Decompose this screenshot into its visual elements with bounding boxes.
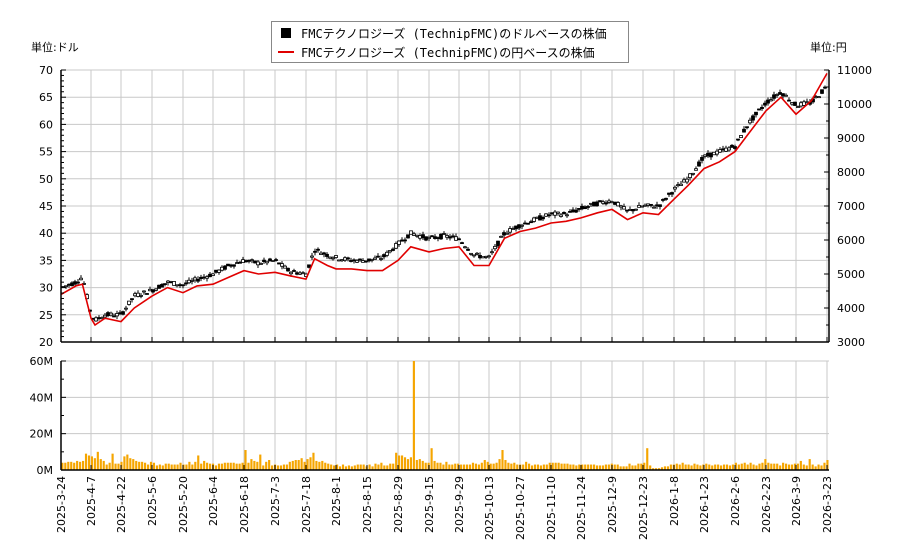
svg-text:2025-6-4: 2025-6-4 — [207, 476, 220, 526]
chart-legend: FMCテクノロジーズ (TechnipFMC)のドルベースの株価 FMCテクノロ… — [271, 21, 629, 63]
svg-text:50: 50 — [39, 173, 53, 186]
svg-text:2025-9-15: 2025-9-15 — [423, 476, 436, 533]
legend-item-usd: FMCテクノロジーズ (TechnipFMC)のドルベースの株価 — [278, 24, 607, 42]
usd-candlesticks — [61, 85, 827, 322]
legend-usd-label: FMCテクノロジーズ (TechnipFMC)のドルベースの株価 — [301, 26, 607, 41]
svg-text:20: 20 — [39, 336, 53, 349]
svg-text:60: 60 — [39, 118, 53, 131]
volume-chart-grid — [60, 360, 829, 471]
left-axis-unit-label: 単位:ドル — [31, 41, 79, 54]
svg-text:2025-7-3: 2025-7-3 — [269, 476, 282, 526]
svg-text:70: 70 — [39, 64, 53, 77]
svg-text:55: 55 — [39, 146, 53, 159]
axis-tick-labels: 20 25 30 35 40 45 50 55 60 65 70 3000 4000 5000 6000 70… — [30, 64, 873, 540]
svg-text:2025-7-18: 2025-7-18 — [300, 476, 313, 533]
svg-text:8000: 8000 — [837, 166, 865, 179]
legend-jpy-label: FMCテクノロジーズ (TechnipFMC)の円ベースの株価 — [301, 45, 595, 60]
right-axis-unit-label: 単位:円 — [810, 41, 847, 54]
svg-text:25: 25 — [39, 309, 53, 322]
svg-text:7000: 7000 — [837, 200, 865, 213]
price-chart-grid — [60, 69, 829, 343]
svg-text:2025-5-6: 2025-5-6 — [146, 476, 159, 526]
svg-text:2025-12-23: 2025-12-23 — [637, 476, 650, 540]
svg-text:2026-3-23: 2026-3-23 — [821, 476, 834, 533]
svg-text:2025-8-15: 2025-8-15 — [361, 476, 374, 533]
black-square-icon — [281, 28, 291, 38]
svg-text:0M: 0M — [37, 464, 54, 477]
svg-text:2025-8-1: 2025-8-1 — [330, 476, 343, 526]
svg-text:20M: 20M — [30, 428, 54, 441]
svg-text:40: 40 — [39, 227, 53, 240]
svg-text:4000: 4000 — [837, 302, 865, 315]
svg-text:2025-6-18: 2025-6-18 — [238, 476, 251, 533]
svg-text:6000: 6000 — [837, 234, 865, 247]
jpy-price-line — [60, 73, 828, 327]
svg-text:9000: 9000 — [837, 132, 865, 145]
svg-text:2025-5-20: 2025-5-20 — [177, 476, 190, 533]
svg-text:2025-8-29: 2025-8-29 — [392, 476, 405, 533]
svg-text:10000: 10000 — [837, 98, 872, 111]
svg-text:2026-1-8: 2026-1-8 — [668, 476, 681, 526]
svg-text:2026-3-9: 2026-3-9 — [790, 476, 803, 526]
svg-text:35: 35 — [39, 254, 53, 267]
svg-text:2026-1-23: 2026-1-23 — [698, 476, 711, 533]
svg-text:45: 45 — [39, 200, 53, 213]
svg-text:5000: 5000 — [837, 268, 865, 281]
svg-text:2025-10-13: 2025-10-13 — [483, 476, 496, 540]
svg-text:2025-10-27: 2025-10-27 — [514, 476, 527, 540]
svg-text:30: 30 — [39, 282, 53, 295]
svg-text:2025-3-24: 2025-3-24 — [55, 476, 68, 533]
svg-text:3000: 3000 — [837, 336, 865, 349]
svg-text:2025-12-9: 2025-12-9 — [606, 476, 619, 533]
legend-item-jpy: FMCテクノロジーズ (TechnipFMC)の円ベースの株価 — [278, 43, 595, 61]
svg-text:40M: 40M — [30, 391, 54, 404]
svg-text:2025-11-10: 2025-11-10 — [545, 476, 558, 540]
volume-bars — [61, 361, 829, 470]
svg-text:2025-4-7: 2025-4-7 — [85, 476, 98, 526]
svg-text:2025-4-22: 2025-4-22 — [115, 476, 128, 533]
red-line-icon — [278, 51, 294, 53]
svg-text:2026-2-23: 2026-2-23 — [760, 476, 773, 533]
svg-text:60M: 60M — [30, 355, 54, 368]
svg-text:65: 65 — [39, 91, 53, 104]
svg-text:2025-11-24: 2025-11-24 — [575, 476, 588, 540]
svg-text:2025-9-29: 2025-9-29 — [453, 476, 466, 533]
svg-text:2026-2-6: 2026-2-6 — [729, 476, 742, 526]
chart-axes — [60, 69, 830, 471]
svg-text:11000: 11000 — [837, 64, 872, 77]
